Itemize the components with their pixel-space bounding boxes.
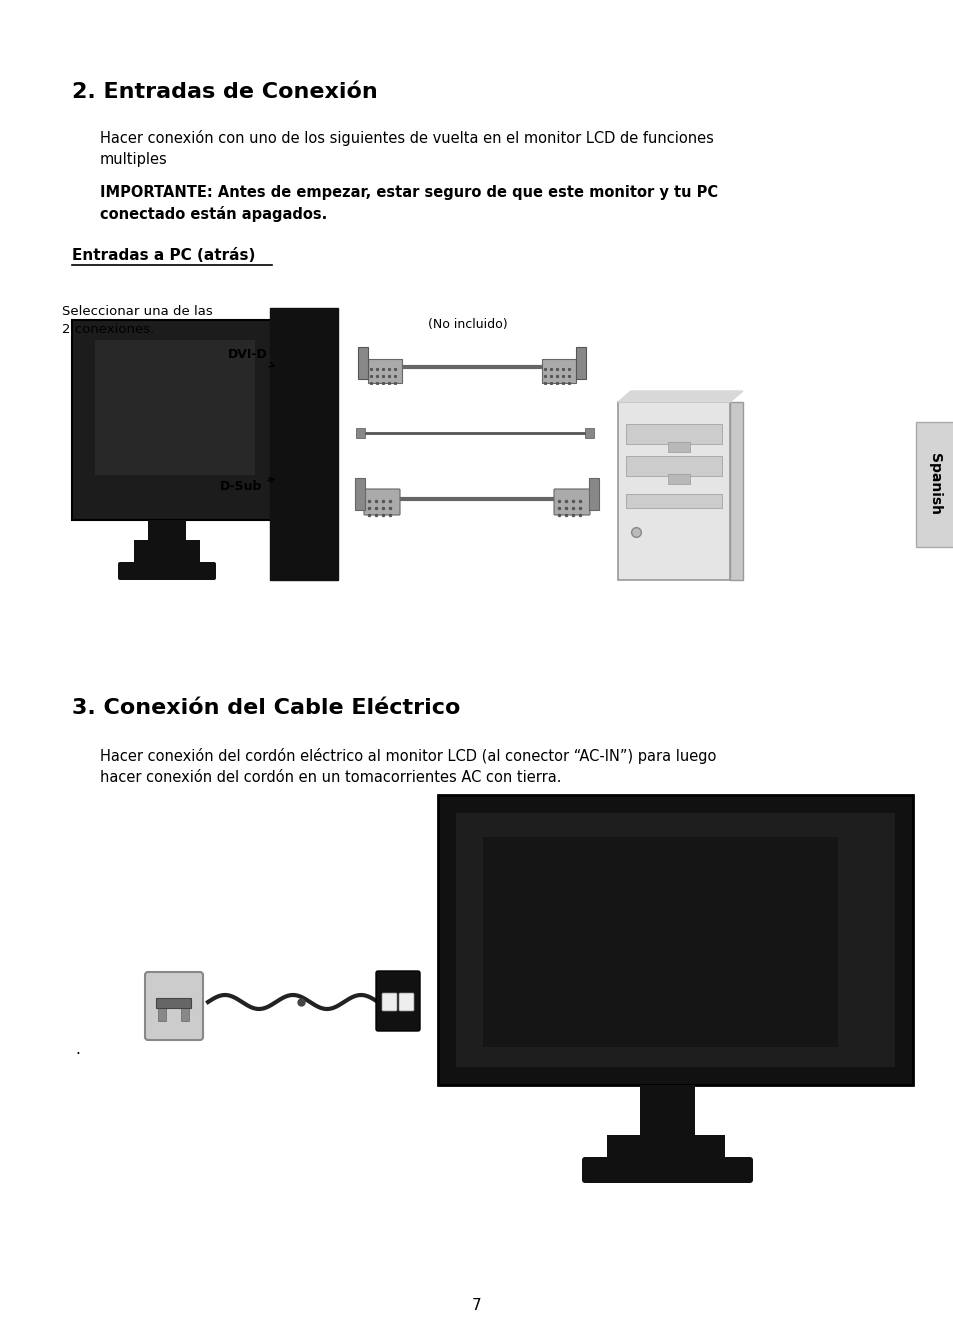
Bar: [606, 1135, 724, 1161]
FancyBboxPatch shape: [581, 1157, 752, 1183]
Text: 7: 7: [472, 1298, 481, 1313]
Bar: [625, 456, 721, 476]
Bar: [915, 422, 953, 547]
Bar: [618, 402, 729, 580]
Text: 2. Entradas de Conexión: 2. Entradas de Conexión: [71, 82, 377, 102]
Bar: [71, 320, 276, 520]
FancyBboxPatch shape: [364, 489, 399, 515]
FancyBboxPatch shape: [381, 993, 396, 1011]
FancyBboxPatch shape: [145, 972, 203, 1040]
Bar: [181, 1008, 189, 1021]
Bar: [584, 428, 594, 439]
Bar: [625, 493, 721, 508]
Text: IMPORTANTE: Antes de empezar, estar seguro de que este monitor y tu PC
conectado: IMPORTANTE: Antes de empezar, estar segu…: [100, 185, 718, 222]
Bar: [667, 475, 689, 484]
Bar: [576, 348, 585, 378]
Text: Hacer conexión con uno de los siguientes de vuelta en el monitor LCD de funcione: Hacer conexión con uno de los siguientes…: [100, 130, 713, 167]
Bar: [639, 1086, 695, 1140]
Polygon shape: [618, 390, 742, 402]
Bar: [270, 308, 337, 580]
FancyBboxPatch shape: [554, 489, 589, 515]
Text: 3. Conexión del Cable Eléctrico: 3. Conexión del Cable Eléctrico: [71, 698, 460, 718]
Bar: [482, 837, 837, 1047]
Text: Entradas a PC (atrás): Entradas a PC (atrás): [71, 247, 255, 263]
Bar: [541, 360, 576, 382]
Bar: [148, 520, 186, 541]
Bar: [95, 340, 254, 475]
Bar: [667, 443, 689, 452]
Bar: [355, 428, 365, 439]
FancyBboxPatch shape: [118, 562, 215, 580]
Text: Seleccionar una de las
2 conexiones.: Seleccionar una de las 2 conexiones.: [62, 305, 213, 336]
Text: Spanish: Spanish: [927, 453, 941, 516]
Bar: [368, 360, 401, 382]
Bar: [456, 813, 894, 1067]
Text: (No incluido): (No incluido): [428, 318, 507, 332]
Text: D-Sub: D-Sub: [220, 477, 274, 493]
Bar: [588, 479, 598, 509]
Bar: [133, 540, 200, 562]
Bar: [729, 402, 742, 580]
Bar: [437, 796, 912, 1086]
Bar: [156, 997, 191, 1008]
FancyBboxPatch shape: [375, 971, 419, 1031]
Text: .: .: [75, 1042, 80, 1058]
FancyBboxPatch shape: [398, 993, 414, 1011]
Bar: [355, 479, 365, 509]
Bar: [625, 424, 721, 444]
Bar: [158, 1008, 166, 1021]
Text: Hacer conexión del cordón eléctrico al monitor LCD (al conector “AC-IN”) para lu: Hacer conexión del cordón eléctrico al m…: [100, 747, 716, 785]
Bar: [357, 348, 368, 378]
Text: DVI-D: DVI-D: [228, 349, 274, 366]
